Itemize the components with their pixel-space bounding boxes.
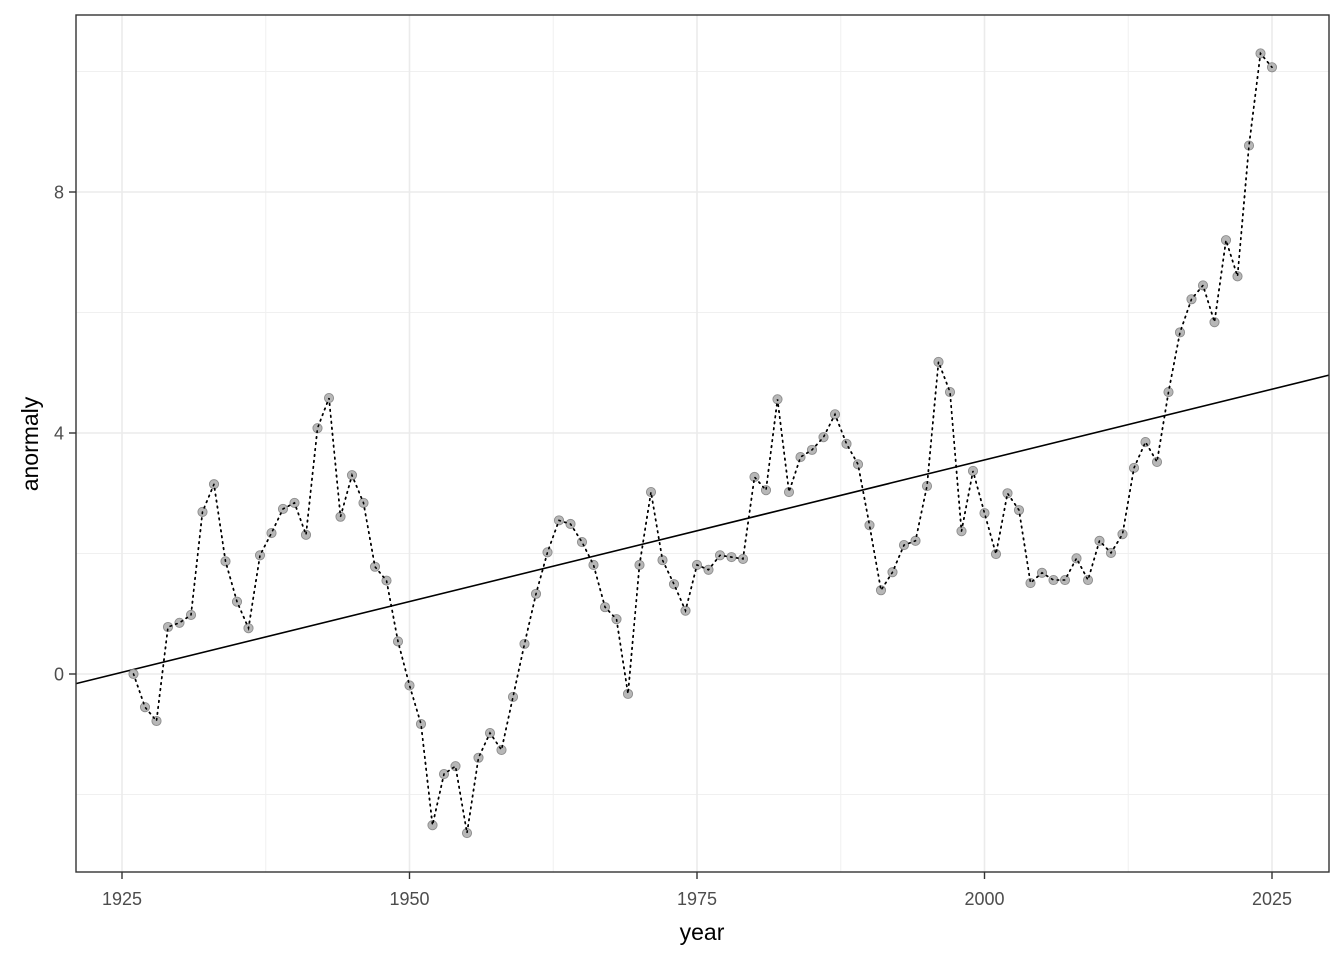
data-point xyxy=(841,438,852,449)
data-point xyxy=(1232,271,1243,282)
data-point xyxy=(1002,488,1013,499)
data-point xyxy=(519,638,530,649)
data-point xyxy=(139,702,151,713)
x-tick-label: 1950 xyxy=(389,889,429,909)
panel-background xyxy=(76,15,1329,872)
data-point xyxy=(864,520,875,531)
data-point xyxy=(1140,436,1151,448)
data-point xyxy=(944,386,956,398)
anomaly-dotted-line-overlay xyxy=(132,51,1273,834)
data-point xyxy=(162,621,174,633)
minor-gridlines xyxy=(76,15,1329,872)
panel-border xyxy=(75,14,1330,873)
x-tick-label: 1975 xyxy=(677,889,717,909)
y-axis-title: anormaly xyxy=(17,396,43,491)
x-axis-title: year xyxy=(680,919,725,945)
data-point xyxy=(1209,317,1220,328)
data-point xyxy=(404,680,415,691)
plot-panel xyxy=(75,14,1330,873)
major-gridlines xyxy=(76,15,1329,872)
data-point xyxy=(1220,235,1232,246)
data-point xyxy=(427,820,438,831)
x-tick-label: 1925 xyxy=(102,889,142,909)
data-point xyxy=(300,529,312,540)
y-tick-label: 4 xyxy=(54,424,64,444)
x-axis: 1925 1950 1975 2000 2025 xyxy=(102,872,1292,909)
data-point xyxy=(1174,327,1186,338)
data-point xyxy=(783,486,795,498)
y-tick-label: 0 xyxy=(54,665,64,685)
x-tick-label: 2000 xyxy=(964,889,1004,909)
data-point xyxy=(979,508,990,519)
data-point xyxy=(990,549,1002,560)
x-tick-label: 2025 xyxy=(1252,889,1292,909)
y-axis: 0 4 8 xyxy=(54,183,76,685)
trend-line xyxy=(75,374,1330,685)
anomaly-points xyxy=(128,48,1278,839)
data-point xyxy=(266,527,277,539)
data-point xyxy=(473,752,484,763)
data-point xyxy=(1082,574,1094,586)
data-point xyxy=(576,537,588,548)
data-point xyxy=(507,691,519,702)
data-point xyxy=(588,559,599,570)
y-tick-label: 8 xyxy=(54,183,64,203)
data-point xyxy=(174,617,185,628)
data-point xyxy=(795,452,806,463)
data-point xyxy=(1071,553,1082,564)
